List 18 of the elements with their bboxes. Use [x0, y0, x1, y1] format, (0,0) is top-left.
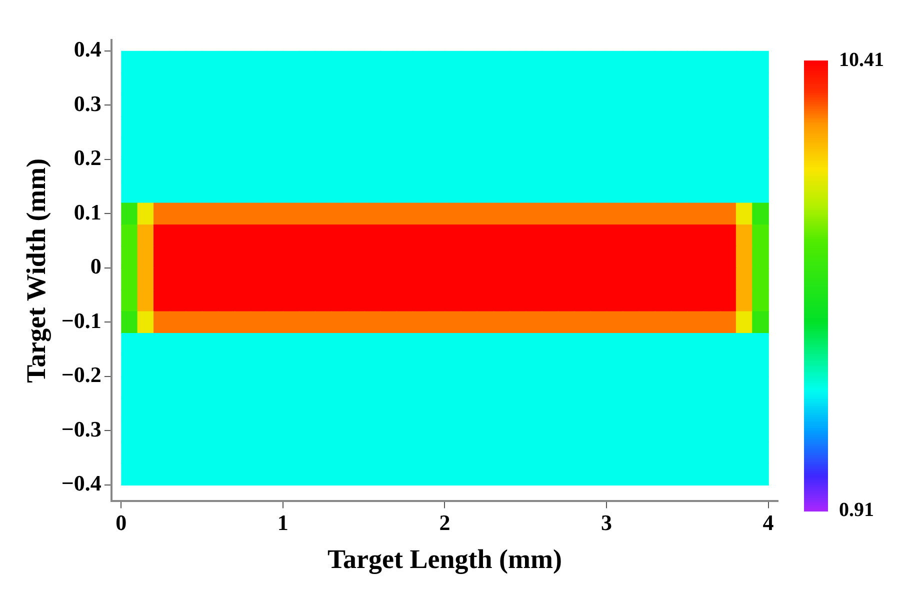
x-tick-label: 1: [277, 510, 288, 536]
x-tick-label: 4: [762, 510, 774, 536]
color-bar-label: 0.91: [839, 499, 874, 522]
y-tick-label: −0.3: [61, 416, 102, 442]
y-tick-label: 0.4: [74, 36, 102, 62]
y-tick-label: 0.2: [74, 145, 102, 170]
y-tick-label: 0.1: [74, 199, 102, 224]
y-axis-title: Target Width (mm): [21, 158, 52, 383]
x-axis-title: Target Length (mm): [327, 544, 562, 574]
color-bar-label: 10.41: [839, 49, 884, 72]
y-tick-label: −0.2: [61, 362, 102, 388]
x-tick-label: 3: [601, 510, 612, 536]
y-tick-label: 0.3: [74, 90, 102, 116]
y-tick-label: 0: [90, 254, 102, 279]
x-tick-label: 2: [439, 510, 450, 536]
y-tick-label: −0.1: [61, 308, 102, 333]
x-tick-label: 0: [116, 510, 127, 536]
y-tick-label: −0.4: [61, 470, 102, 496]
